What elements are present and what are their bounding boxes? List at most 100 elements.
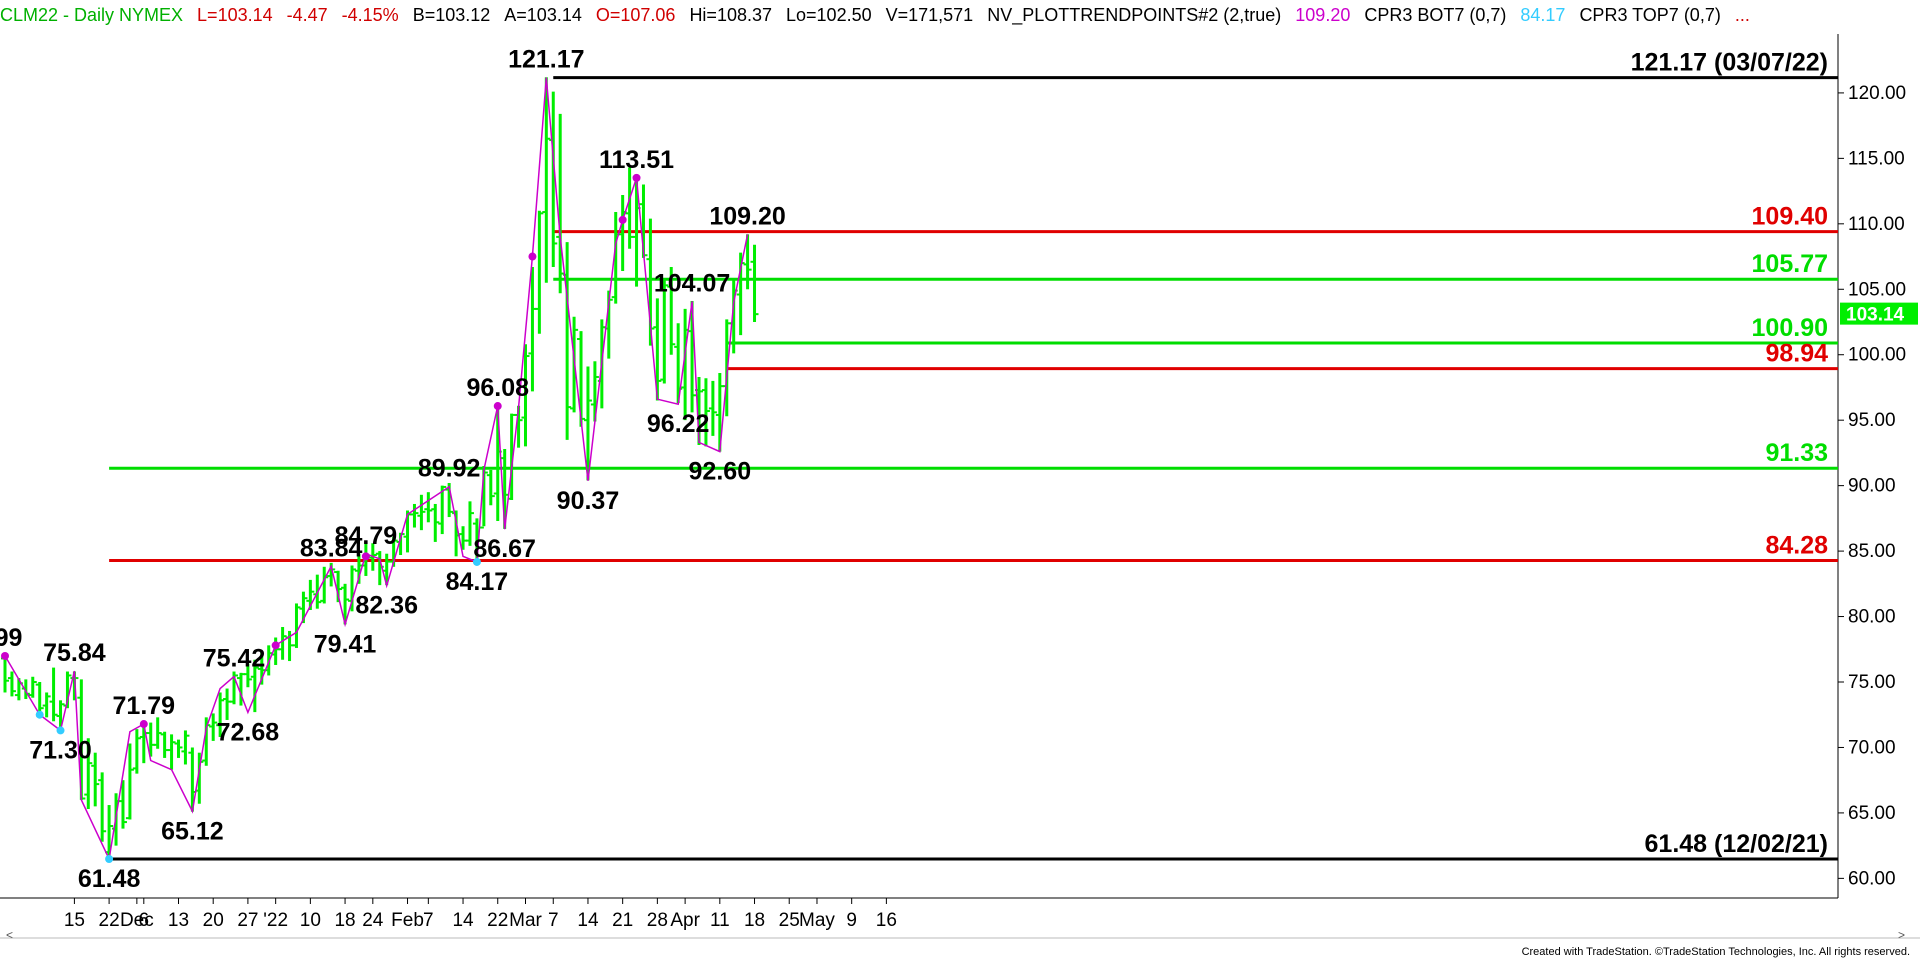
x-tick-label: 11 (710, 910, 730, 931)
pivot-label: .99 (0, 624, 22, 652)
x-tick-label: 15 (64, 910, 85, 931)
pivot-label: 84.79 (335, 522, 398, 550)
x-tick-label: 18 (334, 910, 355, 931)
ohlc-bar (431, 503, 440, 542)
footer-credit: Created with TradeStation. ©TradeStation… (1521, 946, 1910, 958)
x-tick-label: May (799, 910, 835, 931)
ohlc-bar (583, 366, 592, 481)
x-tick-label: 28 (647, 910, 668, 931)
pivot-label: 83.84 (300, 534, 363, 562)
pivot-label: 75.42 (203, 645, 266, 673)
ohlc-bar (708, 380, 717, 436)
cpr-top-label: CPR3 TOP7 (0,7) (1579, 5, 1721, 25)
net-change: -4.47 (286, 5, 328, 25)
y-tick-label: 70.00 (1848, 737, 1896, 758)
x-tick-label: Dec (120, 910, 154, 931)
symbol-label: CLM22 - Daily NYMEX (0, 5, 184, 25)
ohlc-bar (521, 344, 530, 447)
ohlc-bar (118, 780, 127, 829)
ohlc-bar (486, 469, 495, 506)
x-tick-label: 9 (846, 910, 857, 931)
ohlc-bar (674, 323, 683, 404)
cpr-bot-value: 109.20 (1295, 5, 1351, 25)
low-price: Lo=102.50 (786, 5, 872, 25)
ohlc-bar (278, 627, 287, 660)
ohlc-bar (160, 731, 169, 758)
x-tick-label: 14 (452, 910, 474, 931)
pivot-dot (139, 720, 148, 729)
pivot-label: 72.68 (217, 718, 280, 746)
pivot-label: 89.92 (418, 455, 481, 483)
scroll-right-arrow[interactable]: > (1898, 928, 1906, 942)
ohlc-bar (438, 485, 447, 535)
x-tick-label: 25 (779, 910, 800, 931)
pivot-dot (56, 726, 65, 735)
pivot-dot (472, 557, 481, 566)
x-tick-label: 16 (876, 910, 897, 931)
ohlc-bar (98, 772, 107, 842)
percent-change: -4.15% (341, 5, 399, 25)
pivot-dot (618, 215, 627, 224)
pivot-dot (632, 173, 641, 182)
x-tick-label: 22 (487, 910, 508, 931)
y-tick-label: 90.00 (1848, 476, 1896, 497)
pivot-dot (105, 854, 114, 863)
more-indicator: ... (1734, 5, 1750, 25)
x-tick-label: 13 (168, 910, 189, 931)
ohlc-bar (424, 492, 433, 523)
x-tick-label: 10 (300, 910, 321, 931)
level-label: 100.90 (1752, 314, 1828, 342)
ohlc-bar (216, 692, 225, 737)
ohlc-bar (153, 717, 162, 749)
ohlc-bar (743, 234, 752, 290)
pivot-dot (35, 710, 44, 719)
x-tick-label: 18 (744, 910, 765, 931)
ohlc-bar (382, 553, 391, 586)
last-price-label: 103.14 (1846, 305, 1905, 326)
x-tick-label: 7 (548, 910, 559, 931)
ohlc-bar (750, 244, 759, 322)
y-tick-label: 100.00 (1848, 345, 1906, 366)
x-tick-label: 24 (362, 910, 384, 931)
ohlc-bar (701, 378, 710, 447)
ohlc-bar (49, 667, 58, 722)
ohlc-bar (459, 526, 468, 550)
last-price: L=103.14 (197, 5, 273, 25)
y-tick-label: 85.00 (1848, 541, 1896, 562)
bid-price: B=103.12 (412, 5, 491, 25)
pivot-dot (361, 552, 370, 561)
pivot-label: 71.79 (113, 692, 176, 720)
pivot-label: 84.17 (446, 568, 509, 596)
ohlc-bar (611, 212, 620, 304)
ohlc-bar (535, 210, 544, 334)
ohlc-bar (167, 734, 176, 770)
ohlc-bar (542, 77, 551, 283)
pivot-label: 96.08 (466, 374, 529, 402)
scroll-left-arrow[interactable]: < (6, 928, 14, 942)
y-tick-label: 120.00 (1848, 83, 1906, 104)
pivot-label: 75.84 (43, 639, 106, 667)
level-label: 98.94 (1765, 340, 1828, 368)
pivot-label: 104.07 (654, 269, 730, 297)
y-tick-label: 80.00 (1848, 607, 1896, 628)
pivot-label: 82.36 (355, 592, 418, 620)
last-price-marker (1840, 302, 1918, 325)
level-label: 84.28 (1765, 532, 1828, 560)
ohlc-bar (146, 722, 155, 757)
level-label: 109.40 (1752, 203, 1828, 231)
pivot-label: 92.60 (689, 458, 752, 486)
x-tick-label: 7 (423, 910, 434, 931)
pivot-label: 86.67 (473, 535, 536, 563)
ohlc-bar (667, 267, 676, 355)
ohlc-bar (341, 583, 350, 625)
y-tick-label: 95.00 (1848, 410, 1896, 431)
y-tick-label: 115.00 (1848, 148, 1905, 169)
ohlc-bar (28, 676, 37, 698)
ohlc-bar (84, 738, 93, 809)
ohlc-bar (35, 682, 44, 717)
ohlc-bar (195, 752, 204, 804)
ohlc-bar (14, 678, 23, 701)
pivot-label: 90.37 (557, 487, 620, 515)
ohlc-bar (590, 361, 599, 422)
ohlc-bar (577, 331, 586, 427)
